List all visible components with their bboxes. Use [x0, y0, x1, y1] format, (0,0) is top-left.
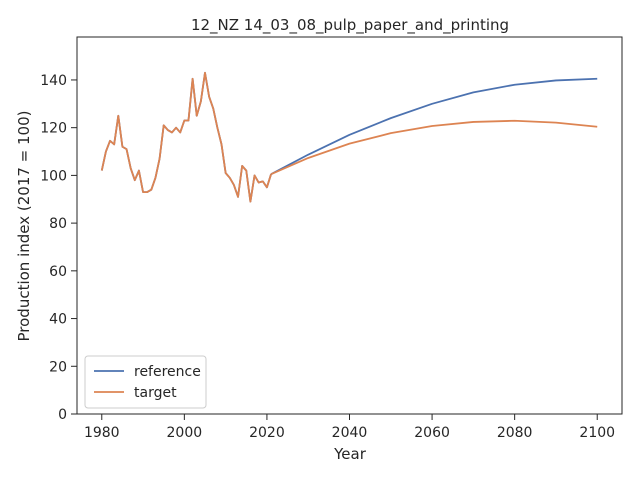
legend-label-reference: reference [134, 364, 201, 380]
plot-area: 1980 2000 2020 2040 2060 2080 2100 02040608010… [40, 36, 623, 441]
series-line-reference [270, 77, 598, 175]
y-tick-label: 140 [40, 73, 67, 89]
x-tick-label: 2020 [249, 425, 285, 441]
x-tick-label: 2080 [497, 425, 533, 441]
x-tick-label: 2000 [167, 425, 203, 441]
chart-title: 12_NZ 14_03_08_pulp_paper_and_printing [191, 16, 509, 35]
legend-label-target: target [134, 385, 177, 401]
legend-box [84, 355, 207, 409]
y-tick-label: 40 [49, 312, 67, 328]
historical-line-target [100, 71, 272, 203]
y-axis: 0 20 40 60 80 100 120 140 [40, 73, 77, 423]
x-tick-label: 1980 [84, 425, 120, 441]
y-tick-label: 120 [40, 121, 67, 137]
x-axis: 1980 2000 2020 2040 2060 2080 2100 [84, 414, 615, 441]
x-tick-label: 2060 [414, 425, 450, 441]
y-tick-label: 100 [40, 168, 67, 184]
y-tick-label: 0 [58, 407, 67, 423]
series-line-target [270, 119, 598, 176]
y-tick-label: 20 [49, 359, 67, 375]
x-axis-label: Year [333, 445, 367, 463]
x-tick-label: 2100 [579, 425, 615, 441]
y-tick-label: 80 [49, 216, 67, 232]
legend: reference target [84, 355, 207, 409]
series-lines [100, 71, 598, 203]
historical-line-reference [100, 71, 272, 203]
y-axis-label: Production index (2017 = 100) [15, 111, 33, 342]
y-tick-label: 60 [49, 264, 67, 280]
x-tick-label: 2040 [332, 425, 368, 441]
